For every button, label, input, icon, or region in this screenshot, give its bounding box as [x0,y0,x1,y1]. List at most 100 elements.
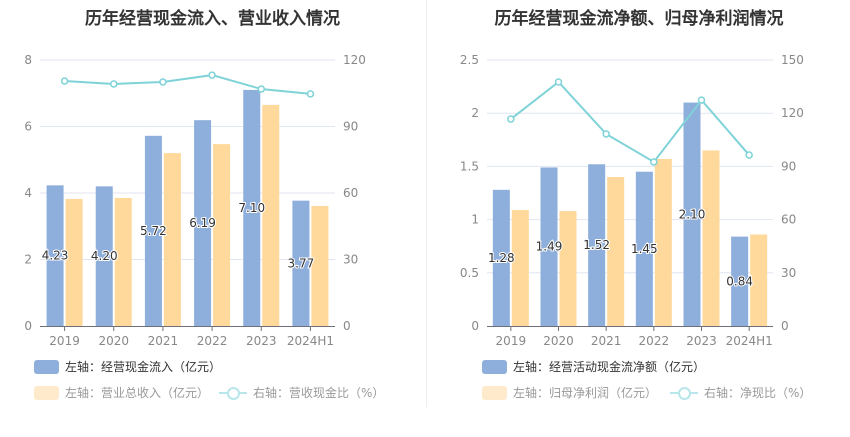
y-left-tick-label: 6 [24,120,32,134]
bar-series-2 [163,153,181,326]
y-right-tick-label: 60 [343,186,358,200]
legend-label: 左轴：经营活动现金流净额（亿元） [513,360,706,374]
bar-series-2 [750,234,768,326]
legend-swatch-bar-icon [482,359,507,374]
line-point [554,78,563,86]
y-left-tick-label: 0 [24,319,32,333]
legend-swatch-bar-icon [34,359,59,374]
y-left-tick-label: 2 [471,106,479,120]
bar-series-1 [292,200,310,326]
data-label: 0.84 [726,274,753,288]
panel-divider [426,0,427,407]
x-tick-label: 2023 [246,334,277,348]
bar-series-1 [683,102,701,326]
chart-panel-right: 历年经营现金流净额、归母净利润情况 0 0.5 1 1.5 2 2.5 0 30 60 90 120… [428,0,850,437]
line-point [507,115,515,123]
data-label: 2.10 [679,207,706,221]
line-point [697,96,706,104]
y-right-tick-label: 120 [343,53,366,67]
line-point [60,77,69,85]
data-label: 3.77 [288,256,315,270]
bar-series-2 [559,211,577,326]
bar-series-2 [702,150,720,326]
y-right-tick-label: 90 [781,159,796,173]
data-label: 1.52 [583,238,610,252]
line-point [110,80,118,88]
chart-panel-left: 历年经营现金流入、营业收入情况 0 2 4 6 8 0 30 60 90 120 2019 2020 2… [24,9,384,401]
bar-series-2 [114,197,132,326]
bar-series-1 [731,236,749,326]
bar-series-2 [654,158,672,326]
legend-label: 左轴：经营现金流入（亿元） [65,360,222,374]
line-series-3 [64,74,311,95]
bar-series-1 [194,120,212,327]
legend-item-series-1[interactable]: 左轴：经营现金流入（亿元） [34,358,221,375]
line-point [306,90,315,98]
legend-item-series-2[interactable]: 左轴：营业总收入（亿元） [34,384,209,401]
y-right-tick-label: 60 [781,213,796,227]
data-label: 1.45 [631,242,658,256]
legend-line-marker-icon [219,386,247,400]
chart-title: 历年经营现金流净额、归母净利润情况 [494,9,784,29]
x-tick-label: 2019 [49,334,80,348]
legend-label: 左轴：营业总收入（亿元） [65,386,210,400]
y-right-tick-label: 120 [781,106,804,120]
y-right-tick-label: 150 [781,53,804,67]
bar-series-2 [262,104,280,326]
bar-series-2 [311,205,329,326]
y-left-tick-label: 1.5 [460,159,479,173]
y-right-tick-label: 0 [781,319,789,333]
data-label: 4.23 [42,249,69,263]
y-left-tick-label: 2 [24,253,32,267]
legend-label: 左轴：归母净利润（亿元） [513,386,658,400]
bar-series-2 [213,144,231,326]
bar-series-1 [492,189,510,326]
line-point [745,151,753,159]
y-right-tick-label: 30 [781,266,796,280]
y-left-tick-label: 1 [471,213,479,227]
x-tick-label: 2019 [496,334,527,348]
y-left-tick-label: 4 [24,186,32,200]
bar-series-1 [243,89,261,326]
bar-series-2 [511,210,529,326]
x-tick-label: 2023 [686,334,717,348]
data-label: 1.28 [488,251,515,265]
y-right-tick-label: 30 [343,253,358,267]
x-tick-label: 2020 [98,334,129,348]
legend-item-series-2[interactable]: 左轴：归母净利润（亿元） [482,384,657,401]
legend-item-series-3[interactable]: 右轴：营收现金比（%） [219,384,384,401]
x-tick-label: 2021 [591,334,622,348]
chart-svg: 0 2 4 6 8 0 30 60 90 120 2019 2020 2021 2022 2023 2024H… [24,53,366,348]
data-label: 6.19 [189,216,216,230]
y-left-tick-label: 2.5 [460,53,479,67]
bar-series-2 [65,198,83,326]
bar-series-1 [588,164,606,326]
bar-series-1 [46,185,64,326]
legend-line-marker-icon [670,386,698,400]
bar-series-2 [607,177,625,326]
x-tick-label: 2024H1 [287,334,334,348]
x-tick-label: 2024H1 [726,334,773,348]
line-point [257,85,265,93]
bar-series-1 [95,186,113,326]
x-tick-label: 2021 [148,334,179,348]
x-tick-label: 2022 [197,334,228,348]
y-right-tick-label: 90 [343,120,358,134]
line-point [208,71,216,79]
legend-label: 右轴：净现比（%） [704,386,812,400]
legend-item-series-1[interactable]: 左轴：经营活动现金流净额（亿元） [482,358,705,375]
data-label: 5.72 [140,224,167,238]
data-label: 4.20 [91,249,118,263]
legend-label: 右轴：营收现金比（%） [253,386,385,400]
x-tick-label: 2020 [543,334,574,348]
legend-swatch-bar-icon [34,385,59,400]
y-left-tick-label: 0 [471,319,479,333]
y-right-tick-label: 0 [343,319,351,333]
line-series-3 [510,80,750,164]
legend-item-series-3[interactable]: 右轴：净现比（%） [670,384,811,401]
bar-series-1 [144,135,162,326]
chart-title: 历年经营现金流入、营业收入情况 [85,9,340,29]
bar-series-1 [540,167,558,326]
legend-swatch-bar-icon [482,385,507,400]
